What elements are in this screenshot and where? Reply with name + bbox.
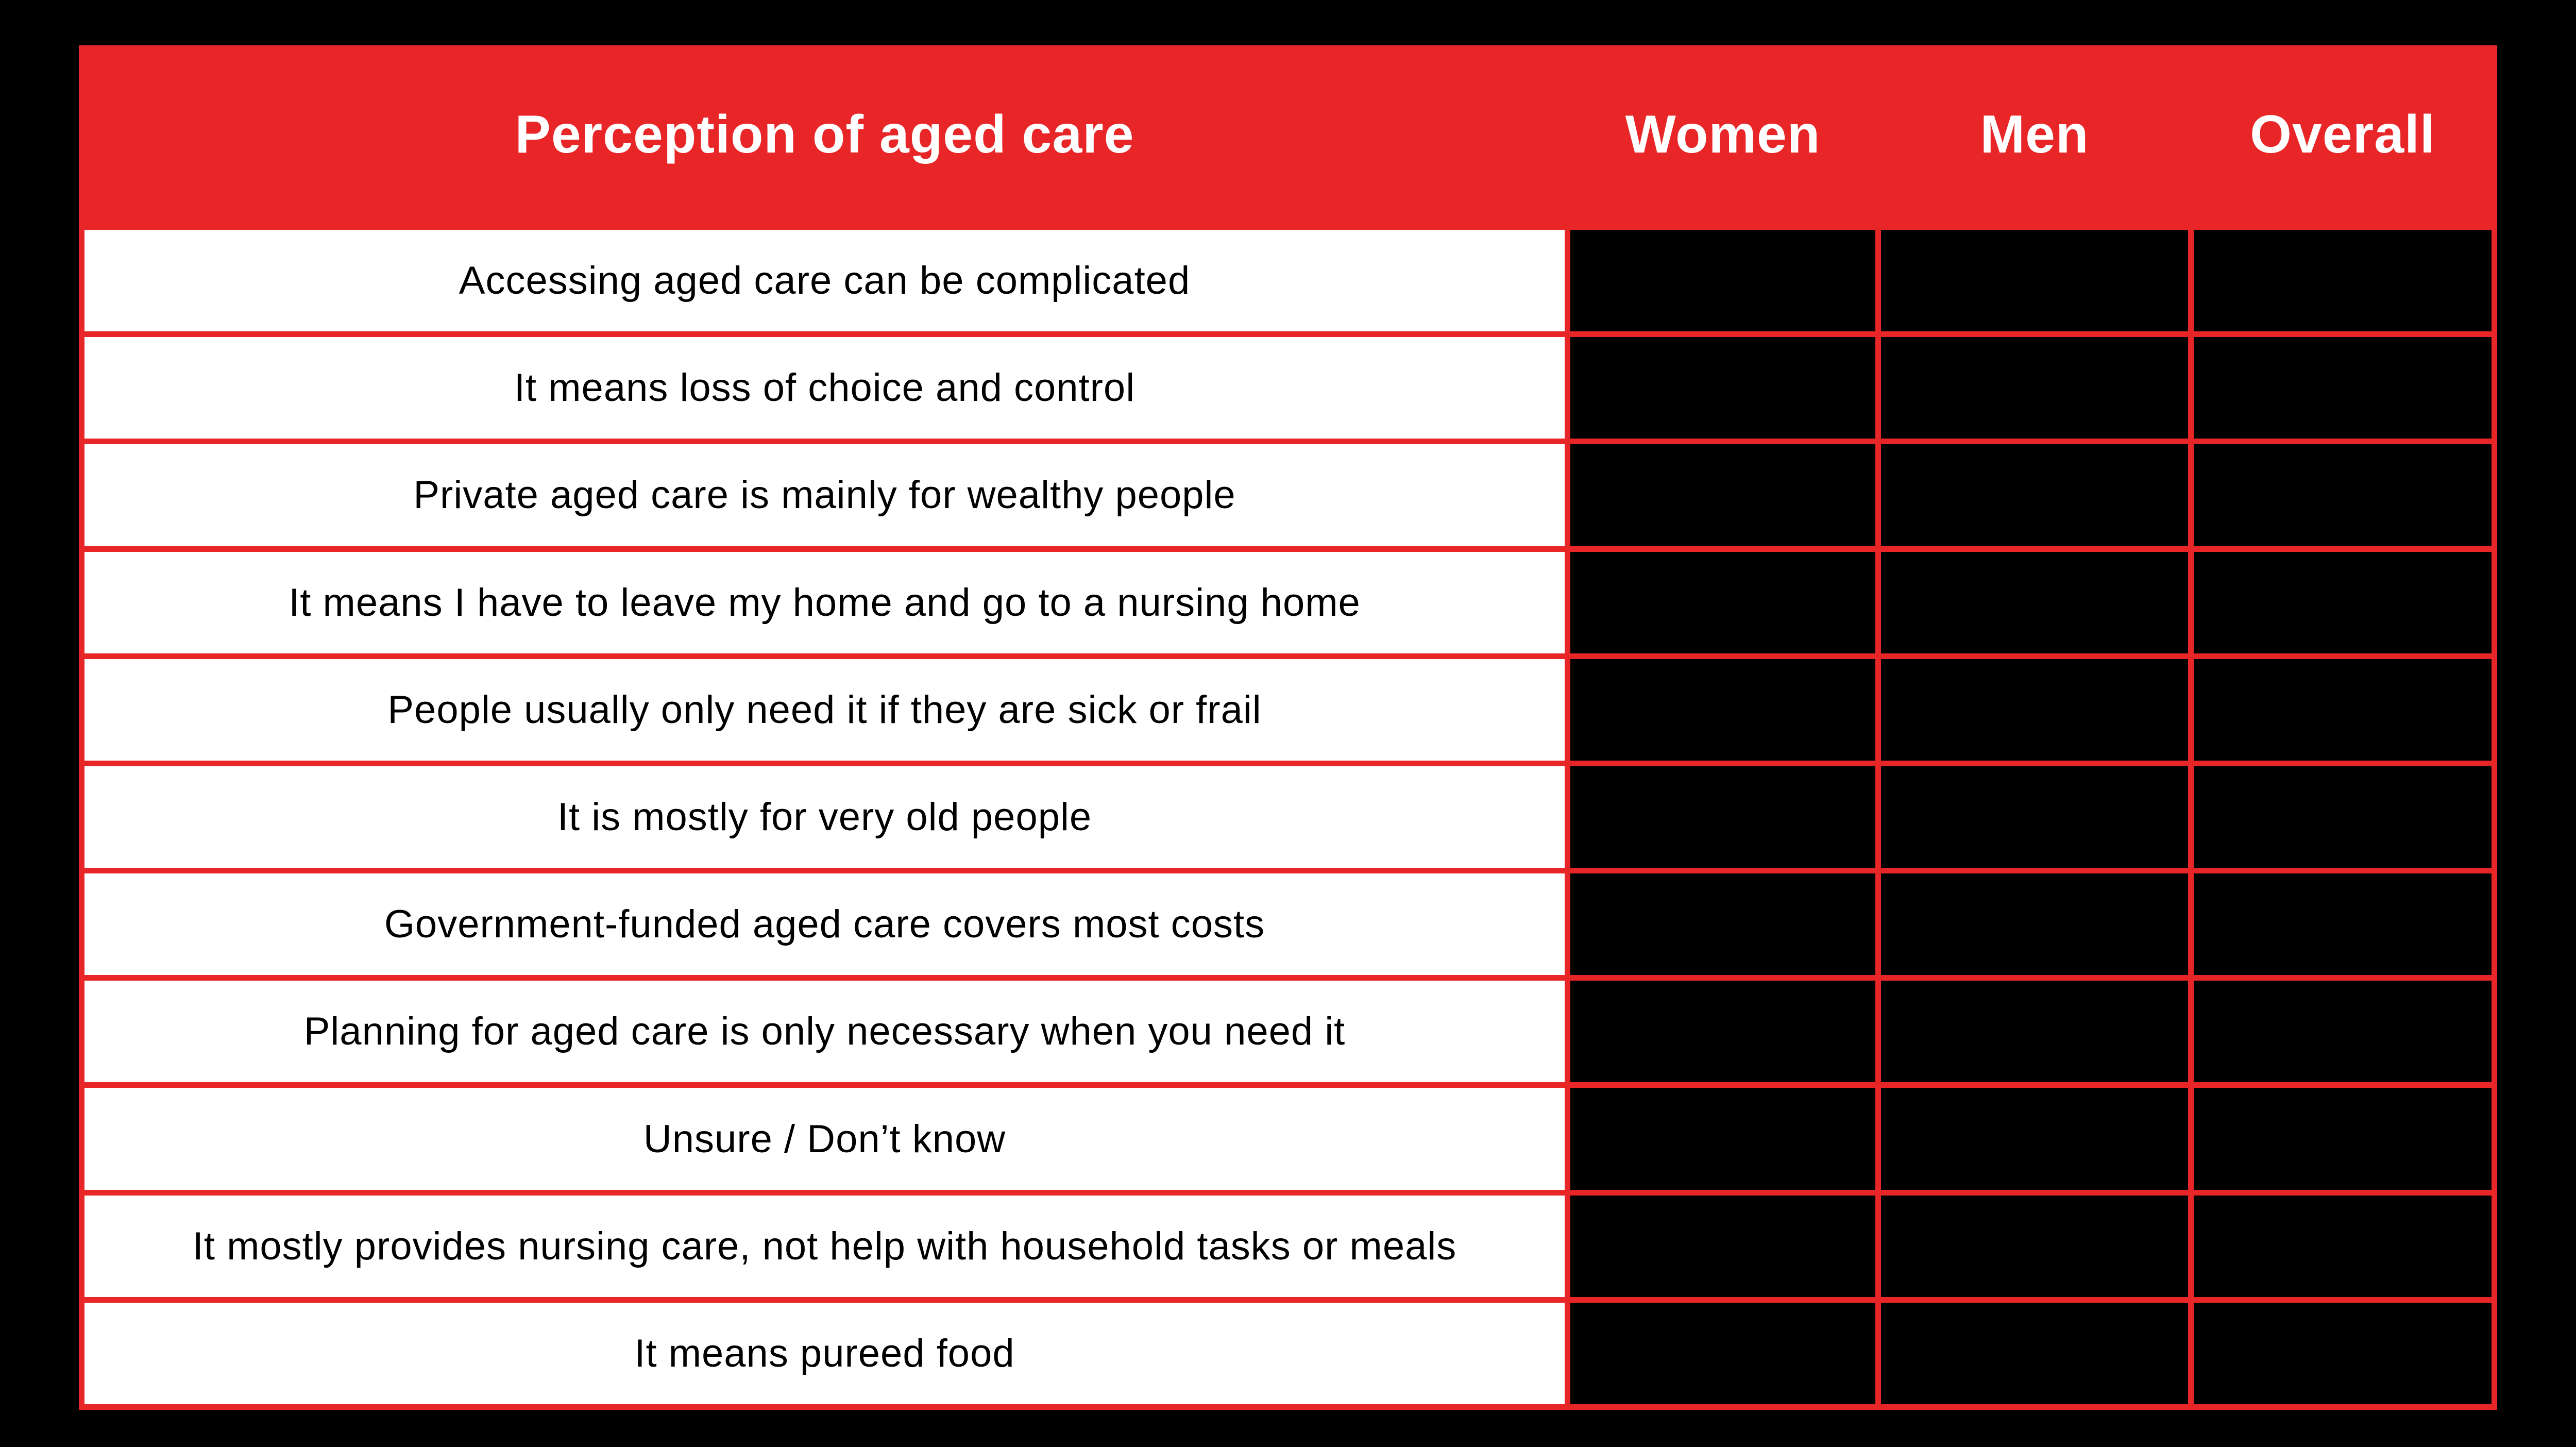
- perception-table: Perception of aged care Women Men Overal…: [79, 45, 2497, 1410]
- value-cell-overall: [2194, 873, 2492, 975]
- value-cell-women: [1570, 1088, 1875, 1190]
- value-cell-women: [1570, 766, 1875, 868]
- value-cell-women: [1570, 981, 1875, 1083]
- row-label: Accessing aged care can be complicated: [84, 230, 1565, 332]
- value-cell-overall: [2194, 230, 2492, 332]
- row-label: It mostly provides nursing care, not hel…: [84, 1195, 1565, 1297]
- value-cell-women: [1570, 230, 1875, 332]
- value-cell-overall: [2194, 551, 2492, 653]
- table-header-men: Men: [1881, 45, 2188, 224]
- value-cell-overall: [2194, 766, 2492, 868]
- value-cell-men: [1881, 981, 2188, 1083]
- row-label: It means I have to leave my home and go …: [84, 551, 1565, 653]
- value-cell-men: [1881, 444, 2188, 546]
- value-cell-overall: [2194, 1088, 2492, 1190]
- row-label: It means loss of choice and control: [84, 337, 1565, 439]
- value-cell-men: [1881, 1302, 2188, 1404]
- row-label: Planning for aged care is only necessary…: [84, 981, 1565, 1083]
- value-cell-women: [1570, 551, 1875, 653]
- value-cell-overall: [2194, 337, 2492, 439]
- row-label: It is mostly for very old people: [84, 766, 1565, 868]
- value-cell-women: [1570, 444, 1875, 546]
- value-cell-men: [1881, 337, 2188, 439]
- value-cell-men: [1881, 766, 2188, 868]
- value-cell-women: [1570, 659, 1875, 761]
- value-cell-men: [1881, 230, 2188, 332]
- value-cell-men: [1881, 659, 2188, 761]
- value-cell-overall: [2194, 1302, 2492, 1404]
- value-cell-overall: [2194, 981, 2492, 1083]
- value-cell-men: [1881, 1088, 2188, 1190]
- row-label: Private aged care is mainly for wealthy …: [84, 444, 1565, 546]
- row-label: Government-funded aged care covers most …: [84, 873, 1565, 975]
- table-header-overall: Overall: [2194, 45, 2492, 224]
- table-header-title: Perception of aged care: [84, 45, 1565, 224]
- value-cell-men: [1881, 551, 2188, 653]
- value-cell-men: [1881, 1195, 2188, 1297]
- row-label: Unsure / Don’t know: [84, 1088, 1565, 1190]
- row-label: People usually only need it if they are …: [84, 659, 1565, 761]
- value-cell-women: [1570, 1302, 1875, 1404]
- value-cell-overall: [2194, 1195, 2492, 1297]
- table-header-women: Women: [1570, 45, 1875, 224]
- value-cell-men: [1881, 873, 2188, 975]
- value-cell-women: [1570, 337, 1875, 439]
- row-label: It means pureed food: [84, 1302, 1565, 1404]
- value-cell-women: [1570, 873, 1875, 975]
- value-cell-women: [1570, 1195, 1875, 1297]
- value-cell-overall: [2194, 444, 2492, 546]
- value-cell-overall: [2194, 659, 2492, 761]
